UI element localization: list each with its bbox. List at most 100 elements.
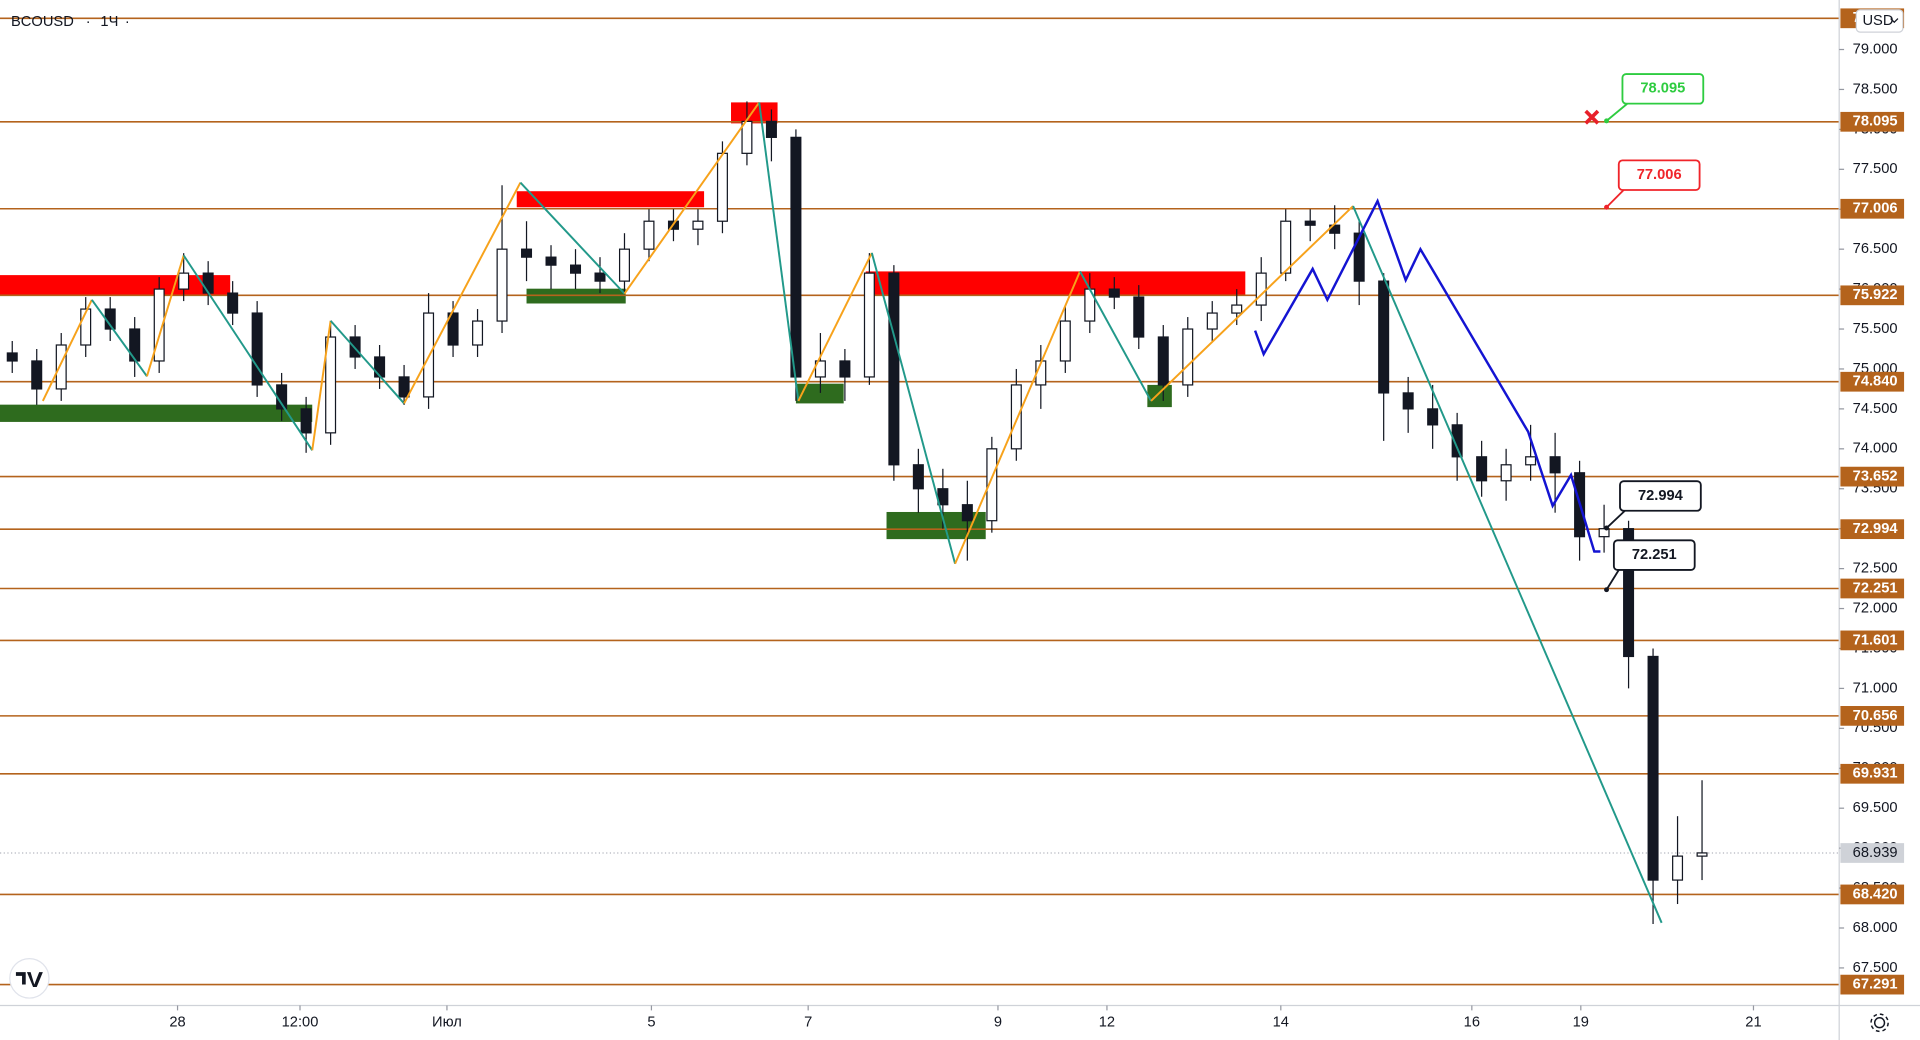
supply-zone <box>516 191 705 208</box>
candle-body <box>1378 280 1390 394</box>
candle-body <box>472 320 484 346</box>
candle-body <box>1623 528 1635 658</box>
candle-body <box>570 264 582 274</box>
callout-text: 78.095 <box>1640 81 1685 97</box>
currency-box[interactable] <box>1855 9 1904 33</box>
x-tick-label: 21 <box>1745 1015 1761 1031</box>
level-label-box <box>1840 111 1905 132</box>
level-label: 72.251 <box>1853 580 1898 596</box>
candle-body <box>1598 528 1610 538</box>
candle-body <box>80 308 92 346</box>
candle-body <box>1059 320 1071 362</box>
candle-body <box>129 328 141 362</box>
logo-circle[interactable] <box>9 957 50 999</box>
candle-body <box>6 352 18 362</box>
level-label: 77.006 <box>1853 201 1898 217</box>
supply-zone <box>731 102 778 124</box>
x-tick-label: 12 <box>1099 1015 1115 1031</box>
level-label: 67.291 <box>1853 976 1898 992</box>
candle-body <box>716 152 728 222</box>
candle-body <box>1525 456 1537 466</box>
candle-body <box>1476 456 1488 482</box>
candle-body <box>227 292 239 314</box>
callout-box <box>1612 539 1696 571</box>
candle-body <box>374 356 386 378</box>
candles <box>6 101 1708 924</box>
gear-teeth[interactable] <box>1870 1013 1889 1033</box>
candle-body <box>202 272 214 294</box>
x-tick-label: 28 <box>169 1015 185 1031</box>
logo-mark <box>15 972 43 987</box>
callout-anchor <box>1604 118 1609 124</box>
candle-body <box>1206 312 1218 330</box>
candle-body <box>1157 336 1169 386</box>
level-label: 72.994 <box>1853 521 1899 537</box>
candle-body <box>447 312 459 346</box>
level-label-box <box>1840 198 1905 219</box>
candle-body <box>496 248 508 322</box>
candle-body <box>618 248 630 282</box>
x-tick-label: 7 <box>804 1015 812 1031</box>
candle-body <box>912 464 924 490</box>
zigzag-down <box>1079 270 1152 402</box>
y-tick-label: 72.500 <box>1853 560 1898 576</box>
candle-body <box>153 288 165 362</box>
x-tick-label: Июл <box>432 1015 462 1031</box>
y-tick-label: 67.500 <box>1853 960 1898 976</box>
candle-body <box>178 272 190 290</box>
currency-select[interactable]: USD <box>1855 9 1904 33</box>
zigzag-down <box>329 320 405 405</box>
demand-zone <box>795 383 844 404</box>
currency[interactable]: USD <box>1862 13 1893 29</box>
y-tick-label: 71.000 <box>1853 680 1898 696</box>
cross-stroke <box>1584 109 1600 125</box>
callout-anchor <box>1604 204 1609 210</box>
level-label: 74.840 <box>1853 374 1898 390</box>
candle-body <box>643 220 655 250</box>
candle-body <box>863 272 875 378</box>
level-label-box <box>1840 285 1905 306</box>
level-label-box <box>1840 578 1905 599</box>
y-tick-label: 78.500 <box>1853 81 1898 97</box>
level-label-box <box>1840 519 1905 540</box>
callout-box <box>1619 480 1702 512</box>
interval[interactable]: 1Ч <box>100 14 118 30</box>
y-tick-label: 69.500 <box>1853 800 1898 816</box>
callout-box <box>1621 73 1705 105</box>
callouts: 78.095 77.006 72.994 72.251 <box>1604 73 1705 593</box>
callout-text: 77.006 <box>1637 167 1682 183</box>
levels <box>0 17 1840 986</box>
separator: · <box>86 14 91 30</box>
y-tick-label: 68.000 <box>1853 920 1898 936</box>
level-label-box <box>1840 763 1905 784</box>
gear-center[interactable] <box>1873 1017 1886 1029</box>
candle-body <box>251 312 263 386</box>
candle-body <box>1280 220 1292 274</box>
logo[interactable] <box>9 957 50 999</box>
zigzag-down <box>91 299 148 377</box>
candle-body <box>1451 424 1463 458</box>
callout-anchor <box>1604 525 1609 531</box>
last-price-box <box>1840 843 1905 863</box>
dropdown-arrow <box>1890 18 1899 24</box>
x-tick-label: 14 <box>1273 1015 1289 1031</box>
callout-pointer <box>1605 189 1625 208</box>
candle-body <box>594 272 606 282</box>
level-label: 73.652 <box>1853 468 1898 484</box>
supply-zone <box>865 271 1246 295</box>
level-label-box <box>1840 630 1905 651</box>
candle-body <box>1500 464 1512 482</box>
callout-pointer <box>1605 510 1626 529</box>
zigzag-up <box>146 255 185 377</box>
candle-body <box>1672 855 1684 881</box>
level-label-box <box>1840 371 1905 392</box>
level-label-box <box>1840 466 1905 487</box>
last-price-label: 68.939 <box>1853 845 1898 861</box>
supply-zone <box>0 275 231 295</box>
zigzag-up <box>623 101 760 295</box>
candle-body <box>1133 296 1145 338</box>
settings[interactable] <box>1870 1013 1889 1033</box>
callout-text: 72.994 <box>1638 488 1684 504</box>
candle-body <box>325 336 337 434</box>
